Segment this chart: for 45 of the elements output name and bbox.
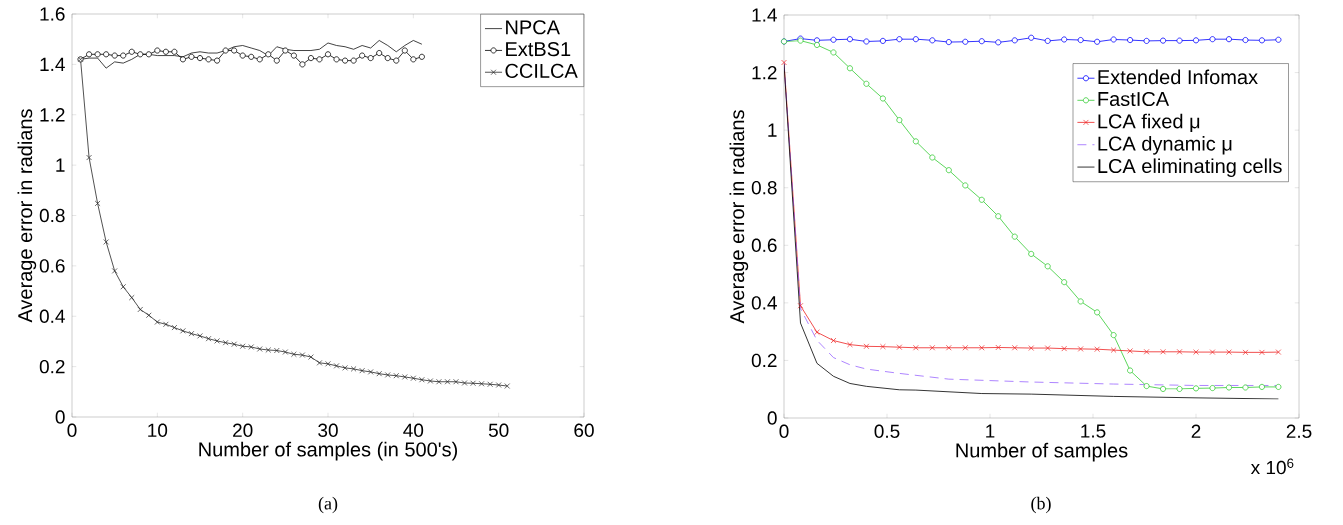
y-tick-label: 1 bbox=[768, 123, 777, 137]
x-tick-label: 0.5 bbox=[874, 424, 900, 438]
legend-label: CCILCA bbox=[505, 63, 578, 78]
y-tick-label: 0.8 bbox=[751, 180, 777, 195]
y-tick-label: 1.4 bbox=[40, 57, 65, 71]
x-tick-label: 2 bbox=[1191, 424, 1201, 438]
x-tick-label: 20 bbox=[233, 423, 253, 437]
y-tick-label: 1.6 bbox=[40, 7, 65, 21]
x-tick-label: 40 bbox=[403, 423, 424, 437]
legend-label: LCA eliminating cells bbox=[1098, 158, 1282, 178]
y-tick-label: 1.2 bbox=[40, 108, 65, 122]
y-tick-label: 0 bbox=[767, 411, 777, 425]
y-axis-title: Average error in radians bbox=[729, 110, 749, 324]
x-tick-label: 1 bbox=[986, 424, 995, 438]
y-tick-label: 0.2 bbox=[751, 353, 777, 368]
x-tick-label: 0 bbox=[779, 424, 789, 438]
x-axis-title: Number of samples (in 500's) bbox=[199, 441, 458, 461]
y-tick-label: 0.4 bbox=[751, 296, 777, 310]
text: (b) bbox=[1031, 496, 1051, 514]
y-tick-label: 0.6 bbox=[39, 259, 65, 273]
x-axis-title: Number of samples bbox=[956, 442, 1128, 462]
legend-label: ExtBS1 bbox=[506, 42, 571, 57]
y-tick-label: 0.2 bbox=[39, 359, 65, 374]
legend-label: Extended Infomax bbox=[1098, 69, 1258, 85]
text: (a) bbox=[318, 496, 338, 514]
y-tick-label: 0 bbox=[55, 410, 65, 424]
x-tick-label: 60 bbox=[574, 423, 594, 437]
x-tick-label: 2.5 bbox=[1286, 424, 1312, 438]
y-tick-label: 1.2 bbox=[752, 65, 777, 80]
y-tick-label: 1.4 bbox=[752, 8, 777, 22]
y-tick-label: 1 bbox=[56, 158, 65, 172]
y-axis-title: Average error in radians bbox=[17, 109, 37, 323]
y-tick-label: 0.4 bbox=[39, 309, 65, 323]
legend-label: LCA fixed μ bbox=[1098, 113, 1200, 133]
x-tick-label: 10 bbox=[148, 423, 168, 437]
legend-label: FastICA bbox=[1098, 91, 1170, 107]
text: x 10$^{6}$ bbox=[1250, 458, 1294, 475]
x-tick-label: 30 bbox=[318, 423, 338, 437]
x-tick-label: 1.5 bbox=[1081, 424, 1106, 438]
y-tick-label: 0.8 bbox=[39, 208, 65, 223]
legend-label: LCA dynamic μ bbox=[1098, 136, 1232, 155]
y-tick-label: 0.6 bbox=[751, 238, 777, 253]
x-tick-label: 0 bbox=[67, 423, 77, 437]
legend-label: NPCA bbox=[506, 20, 560, 35]
x-tick-label: 50 bbox=[488, 423, 509, 437]
